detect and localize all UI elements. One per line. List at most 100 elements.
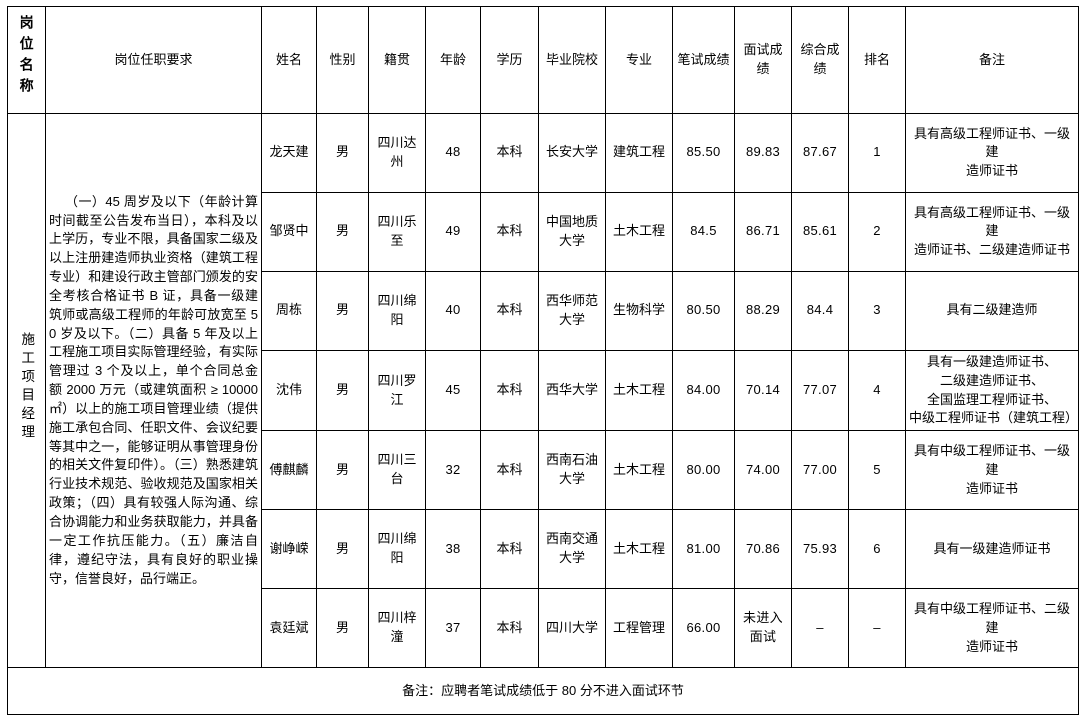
cell-candidate-name: 龙天建 bbox=[261, 112, 317, 193]
remark-line: 造师证书 bbox=[965, 480, 1018, 496]
cell-remark: 具有中级工程师证书、一级建造师证书 bbox=[905, 430, 1079, 511]
cell-candidate-name: 袁廷斌 bbox=[261, 588, 317, 669]
candidate-score-table: 岗位名称 岗位任职要求 姓名 性别 籍贯 年龄 学历 毕业院校 专业 笔试成绩 … bbox=[7, 6, 1079, 715]
table-row: 周栋男四川绵阳 40 本科 西华师范大学 生物科学 80.50 88.29 84.4 3 具有二级… bbox=[8, 270, 1079, 351]
cell-rank: – bbox=[848, 588, 906, 669]
remark-line: 造师证书 bbox=[965, 163, 1018, 179]
cell-gender: 男 bbox=[316, 430, 369, 511]
cell-gender: 男 bbox=[316, 349, 369, 432]
header-cell-remark: 备注 bbox=[905, 6, 1079, 114]
cell-gender: 男 bbox=[316, 270, 369, 351]
remark-line: 具有二级建造师 bbox=[946, 302, 1038, 318]
cell-education: 本科 bbox=[480, 112, 539, 193]
cell-candidate-name: 沈伟 bbox=[261, 349, 317, 432]
header-cell-gender: 性别 bbox=[316, 6, 369, 114]
header-cell-education: 学历 bbox=[480, 6, 539, 114]
cell-rank: 3 bbox=[848, 270, 906, 351]
cell-overall-score: – bbox=[791, 588, 849, 669]
cell-major: 工程管理 bbox=[605, 588, 673, 669]
cell-overall-score: 87.67 bbox=[791, 112, 849, 193]
remark-line: 中级工程师证书（建筑工程） bbox=[909, 410, 1079, 426]
cell-school: 长安大学 bbox=[538, 112, 606, 193]
header-cell-origin: 籍贯 bbox=[368, 6, 426, 114]
cell-interview-score: 88.29 bbox=[734, 270, 792, 351]
cell-education: 本科 bbox=[480, 430, 539, 511]
header-cell-age: 年龄 bbox=[425, 6, 481, 114]
remark-line: 造师证书、二级建造师证书 bbox=[913, 242, 1070, 258]
table-row: 谢峥嵘男四川绵阳 38 本科 西南交通大学 土木工程 81.00 70.86 75.93 6 具有… bbox=[8, 509, 1079, 590]
table-row: 邹贤中男四川乐至 49 本科 中国地质大学 土木工程 84.5 86.71 85.61 2 具有高… bbox=[8, 191, 1079, 272]
cell-major: 生物科学 bbox=[605, 270, 673, 351]
remark-line: 具有高级工程师证书、一级建 bbox=[913, 204, 1070, 239]
cell-interview-score: 86.71 bbox=[734, 191, 792, 272]
cell-interview-score: 89.83 bbox=[734, 112, 792, 193]
cell-education: 本科 bbox=[480, 191, 539, 272]
cell-education: 本科 bbox=[480, 509, 539, 590]
cell-rank: 5 bbox=[848, 430, 906, 511]
header-cell-major: 专业 bbox=[605, 6, 673, 114]
cell-candidate-name: 谢峥嵘 bbox=[261, 509, 317, 590]
cell-school: 西华师范大学 bbox=[538, 270, 606, 351]
cell-origin: 四川罗江 bbox=[368, 349, 426, 432]
cell-age: 37 bbox=[425, 588, 481, 669]
cell-written-score: 80.00 bbox=[672, 430, 735, 511]
cell-origin: 四川绵阳 bbox=[368, 509, 426, 590]
cell-rank: 4 bbox=[848, 349, 906, 432]
header-cell-name: 姓名 bbox=[261, 6, 317, 114]
header-cell-rank: 排名 bbox=[848, 6, 906, 114]
cell-overall-score: 75.93 bbox=[791, 509, 849, 590]
cell-interview-score: 未进入面试 bbox=[734, 588, 792, 669]
cell-remark: 具有中级工程师证书、二级建 造师证书 bbox=[905, 588, 1079, 669]
cell-rank: 6 bbox=[848, 509, 906, 590]
header-cell-overall-score: 综合成绩 bbox=[791, 6, 849, 114]
remark-line: 具有一级建造师证书 bbox=[933, 540, 1051, 556]
cell-requirements: （一）45 周岁及以下（年龄计算时间截至公告发布当日），本科及以上学历，专业不限… bbox=[45, 112, 262, 669]
remark-line: 具有中级工程师证书、一级建 bbox=[913, 442, 1070, 477]
cell-major: 土木工程 bbox=[605, 191, 673, 272]
cell-written-score: 81.00 bbox=[672, 509, 735, 590]
cell-age: 48 bbox=[425, 112, 481, 193]
cell-origin: 四川乐至 bbox=[368, 191, 426, 272]
cell-overall-score: 84.4 bbox=[791, 270, 849, 351]
cell-origin: 四川梓潼 bbox=[368, 588, 426, 669]
header-cell-written-score: 笔试成绩 bbox=[672, 6, 735, 114]
cell-education: 本科 bbox=[480, 588, 539, 669]
cell-remark: 具有一级建造师证书、 二级建造师证书、 全国监理工程师证书、 中级工程师证书（建筑工程… bbox=[905, 349, 1079, 432]
requirement-paragraph: （一）45 周岁及以下（年龄计算时间截至公告发布当日），本科及以上学历，专业不限… bbox=[49, 193, 258, 586]
cell-major: 建筑工程 bbox=[605, 112, 673, 193]
remark-line: 造师证书 bbox=[965, 638, 1018, 654]
footer-row: 备注：应聘者笔试成绩低于 80 分不进入面试环节 bbox=[7, 667, 1079, 715]
table-row: 沈伟男四川罗江 45 本科 西华大学 土木工程 84.00 70.14 77.07 4 具有一级建… bbox=[8, 349, 1079, 432]
table-row: 袁廷斌男四川梓潼 37 本科 四川大学 工程管理 66.00 未进入面试 – – 具有中级工程师证… bbox=[8, 588, 1079, 669]
cell-age: 32 bbox=[425, 430, 481, 511]
cell-overall-score: 77.00 bbox=[791, 430, 849, 511]
table-body: 施工项目经理 （一）45 周岁及以下（年龄计算时间截至公告发布当日），本科及以上学… bbox=[7, 112, 1079, 715]
cell-origin: 四川三台 bbox=[368, 430, 426, 511]
cell-candidate-name: 周栋 bbox=[261, 270, 317, 351]
cell-interview-score: 70.14 bbox=[734, 349, 792, 432]
cell-remark: 具有高级工程师证书、一级建 造师证书 bbox=[905, 112, 1079, 193]
cell-school: 西南交通大学 bbox=[538, 509, 606, 590]
cell-overall-score: 77.07 bbox=[791, 349, 849, 432]
cell-age: 40 bbox=[425, 270, 481, 351]
cell-gender: 男 bbox=[316, 191, 369, 272]
table-row: 傅麒麟男四川三台 32 本科 西南石油大学 土木工程 80.00 74.00 77.00 5 具有… bbox=[8, 430, 1079, 511]
cell-major: 土木工程 bbox=[605, 430, 673, 511]
cell-written-score: 84.5 bbox=[672, 191, 735, 272]
cell-interview-score: 70.86 bbox=[734, 509, 792, 590]
remark-line: 全国监理工程师证书、 bbox=[926, 391, 1057, 407]
table-row: 施工项目经理 （一）45 周岁及以下（年龄计算时间截至公告发布当日），本科及以上学… bbox=[7, 112, 1079, 669]
header-cell-school: 毕业院校 bbox=[538, 6, 606, 114]
cell-remark: 具有二级建造师 bbox=[905, 270, 1079, 351]
cell-remark: 具有高级工程师证书、一级建造师证书、二级建造师证书 bbox=[905, 191, 1079, 272]
cell-gender: 男 bbox=[316, 112, 369, 193]
cell-origin: 四川达州 bbox=[368, 112, 426, 193]
cell-written-score: 85.50 bbox=[672, 112, 735, 193]
table-header: 岗位名称 岗位任职要求 姓名 性别 籍贯 年龄 学历 毕业院校 专业 笔试成绩 … bbox=[7, 6, 1079, 114]
cell-gender: 男 bbox=[316, 509, 369, 590]
cell-rank: 1 bbox=[848, 112, 906, 193]
cell-post-title: 施工项目经理 bbox=[7, 112, 46, 669]
post-title-label: 施工项目经理 bbox=[19, 332, 35, 444]
cell-interview-score: 74.00 bbox=[734, 430, 792, 511]
